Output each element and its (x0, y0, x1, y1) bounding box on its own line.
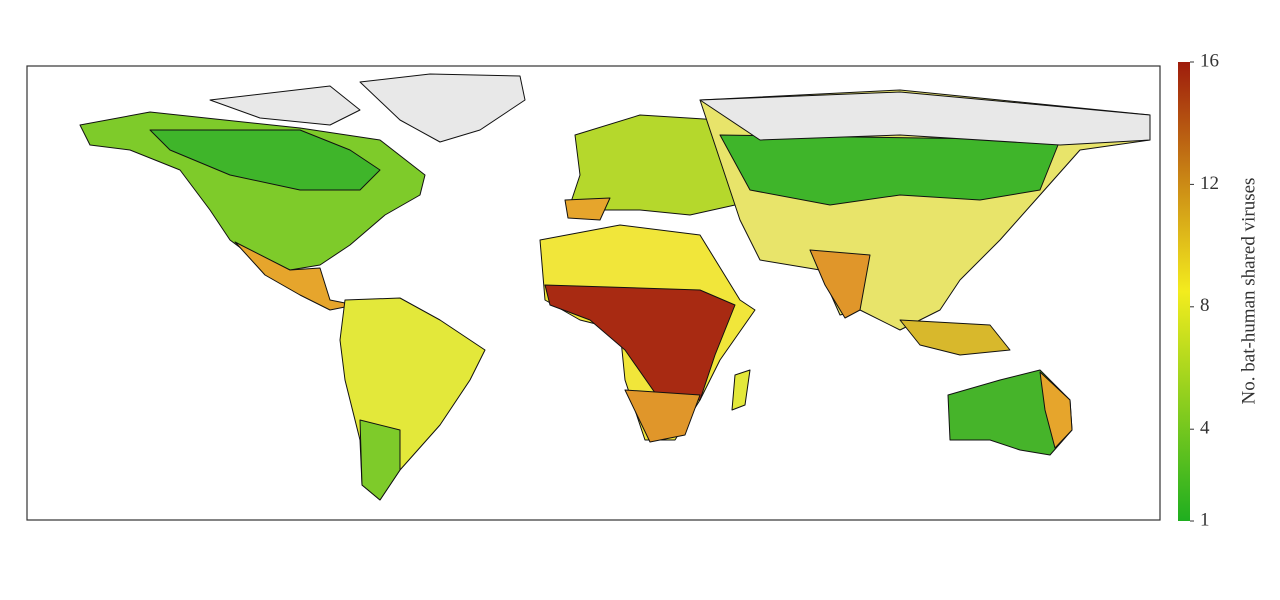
iberia (564, 197, 611, 221)
central-asia (719, 134, 1061, 206)
southern-cone (359, 419, 401, 501)
southern-africa (624, 389, 701, 443)
eastern-australia (1039, 371, 1073, 449)
europe (569, 114, 746, 216)
siberia (699, 91, 1151, 146)
australia (947, 369, 1073, 456)
southeast-asia-islands (899, 319, 1011, 356)
colorbar-tick-label: 16 (1200, 50, 1219, 71)
arctic-islands (209, 85, 361, 126)
colorbar-tick-label: 4 (1200, 418, 1210, 439)
colorbar (1178, 62, 1190, 521)
madagascar (731, 369, 751, 411)
india (809, 249, 871, 319)
world-map (79, 73, 1151, 501)
colorbar-tick-label: 12 (1200, 173, 1219, 194)
colorbar-tick-label: 8 (1200, 295, 1210, 316)
greenland (359, 73, 526, 143)
colorbar-tick-label: 1 (1200, 509, 1210, 530)
colorbar-label: No. bat-human shared viruses (1238, 178, 1259, 405)
canada (149, 129, 381, 191)
